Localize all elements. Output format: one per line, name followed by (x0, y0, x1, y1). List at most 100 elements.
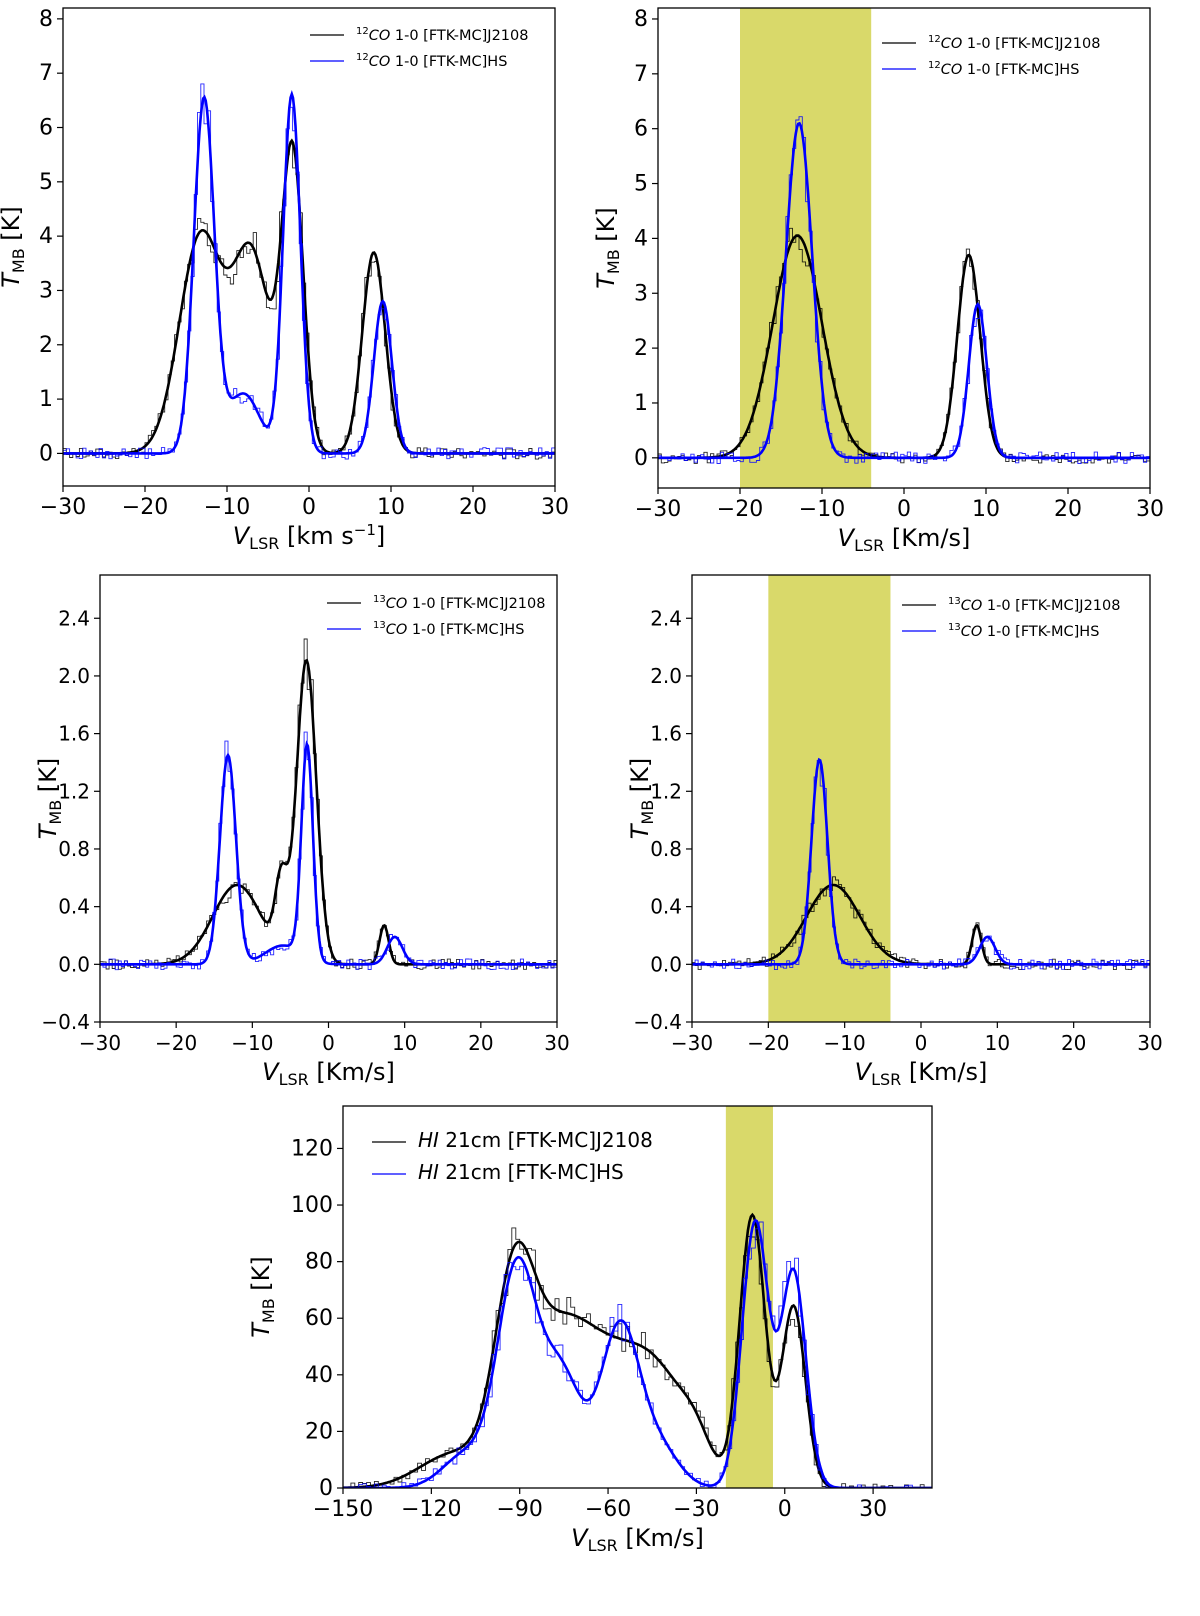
y-tick-label: 8 (39, 7, 53, 32)
x-tick-label: 10 (972, 497, 1000, 522)
series-observed-hs (658, 116, 1150, 464)
series-observed-hs (100, 731, 557, 971)
x-tick-label: −20 (122, 495, 168, 520)
x-axis-label: VLSR [km s−1] (233, 521, 386, 553)
x-tick-label: −150 (313, 1497, 373, 1522)
x-tick-label: 30 (544, 1031, 569, 1055)
plot-frame (99, 574, 558, 1023)
x-tick-label: −20 (155, 1031, 197, 1055)
y-tick-label: 0.8 (58, 837, 90, 861)
y-tick-label: 7 (634, 62, 648, 87)
y-axis-label: TMB [K] (247, 1256, 278, 1338)
y-tick-label: 0.8 (650, 837, 682, 861)
series-observed-j2108 (658, 227, 1150, 464)
x-tick-label: 10 (392, 1031, 417, 1055)
chart-co12-sel: −30 −20 −10 0 10 20 30 0 1 2 3 4 5 6 7 8 VLSR [Km/s] TMB … (592, 7, 1164, 555)
x-tick-label: −90 (496, 1497, 542, 1522)
y-tick-label: 2.4 (58, 606, 90, 630)
x-tick-label: 30 (1136, 497, 1164, 522)
plot-frame (657, 7, 1151, 489)
y-tick-label: 1.2 (58, 779, 90, 803)
x-tick-label: 0 (897, 497, 911, 522)
y-axis-label: TMB [K] (626, 758, 657, 840)
x-tick-label: 10 (985, 1031, 1010, 1055)
plot-frame (691, 574, 1151, 1023)
y-tick-label: 0.0 (58, 952, 90, 976)
y-tick-label: 0.0 (650, 952, 682, 976)
series-observed-j2108 (692, 876, 1150, 971)
y-tick-label: 3 (634, 281, 648, 306)
x-tick-label: 30 (541, 495, 569, 520)
legend-entry: 13CO 1-0 [FTK-MC]J2108 (373, 594, 545, 612)
series-fit-j2108 (100, 658, 557, 966)
x-tick-label: −60 (585, 1497, 631, 1522)
chart-co12-full: −30 −20 −10 0 10 20 30 0 1 2 3 4 5 6 7 8 VLSR [km s−1] TM… (0, 7, 569, 553)
y-tick-label: 6 (634, 117, 648, 142)
y-tick-label: 60 (305, 1306, 333, 1331)
series-observed-hs (63, 83, 555, 460)
x-tick-label: −30 (671, 1031, 713, 1055)
legend-entry: 12CO 1-0 [FTK-MC]HS (928, 60, 1079, 78)
y-tick-label: 3 (39, 278, 53, 303)
y-axis-label: TMB [K] (0, 206, 28, 288)
series-fit-hs (100, 740, 557, 966)
y-tick-label: 4 (39, 224, 53, 249)
y-tick-label: 5 (39, 170, 53, 195)
legend-entry: HI 21cm [FTK-MC]J2108 (418, 1128, 653, 1152)
chart-co13-full: −30 −20 −10 0 10 20 30 −0.4 0.0 0.4 0.8 1.2 1.6 2.0 2.… (34, 574, 570, 1089)
x-tick-label: 0 (322, 1031, 335, 1055)
x-tick-label: 20 (1054, 497, 1082, 522)
series-observed-hs (692, 759, 1150, 971)
y-tick-label: 20 (305, 1419, 333, 1444)
y-tick-label: 2.4 (650, 606, 682, 630)
x-tick-label: −10 (824, 1031, 866, 1055)
plot-frame (342, 1105, 933, 1489)
legend-entry: 13CO 1-0 [FTK-MC]HS (373, 620, 524, 638)
legend-entry: 12CO 1-0 [FTK-MC]J2108 (928, 34, 1100, 52)
legend-entry: HI 21cm [FTK-MC]HS (418, 1160, 624, 1184)
highlight-band (768, 575, 891, 1022)
series-fit-hs (658, 121, 1150, 460)
y-tick-label: 1.2 (650, 779, 682, 803)
series-fit-hs (692, 757, 1150, 966)
y-tick-label: 2.0 (650, 664, 682, 688)
x-tick-label: −120 (401, 1497, 461, 1522)
y-tick-label: 80 (305, 1250, 333, 1275)
y-axis-label: TMB [K] (34, 758, 65, 840)
x-tick-label: −10 (204, 495, 250, 520)
y-axis-label: TMB [K] (592, 207, 623, 289)
series-observed-j2108 (343, 1227, 932, 1488)
x-tick-label: −10 (231, 1031, 273, 1055)
x-tick-label: 20 (468, 1031, 493, 1055)
x-axis-label: VLSR [Km/s] (838, 524, 971, 555)
y-tick-label: 100 (291, 1193, 333, 1218)
x-axis-label: VLSR [Km/s] (262, 1058, 395, 1089)
legend-entry: 12CO 1-0 [FTK-MC]HS (356, 52, 507, 70)
x-tick-label: 20 (1061, 1031, 1086, 1055)
y-tick-label: 7 (39, 61, 53, 86)
y-tick-label: 5 (634, 172, 648, 197)
y-tick-label: 40 (305, 1363, 333, 1388)
x-tick-label: 30 (1137, 1031, 1162, 1055)
x-tick-label: 30 (859, 1497, 887, 1522)
y-tick-label: 2.0 (58, 664, 90, 688)
y-tick-label: 2 (634, 336, 648, 361)
y-tick-label: 2 (39, 333, 53, 358)
x-tick-label: 20 (459, 495, 487, 520)
legend-entry: 13CO 1-0 [FTK-MC]J2108 (948, 596, 1120, 614)
x-tick-label: −30 (40, 495, 86, 520)
x-tick-label: 0 (302, 495, 316, 520)
y-tick-label: 0 (319, 1476, 333, 1501)
y-tick-label: 6 (39, 116, 53, 141)
x-tick-label: −20 (747, 1031, 789, 1055)
x-tick-label: −30 (673, 1497, 719, 1522)
x-tick-label: 0 (778, 1497, 792, 1522)
y-tick-label: 120 (291, 1136, 333, 1161)
series-fit-hs (343, 1218, 932, 1488)
x-tick-label: 10 (377, 495, 405, 520)
y-tick-label: 0.4 (58, 895, 90, 919)
series-fit-j2108 (658, 234, 1150, 460)
y-tick-label: 4 (634, 226, 648, 251)
y-tick-label: −0.4 (633, 1010, 682, 1034)
x-tick-label: 0 (915, 1031, 928, 1055)
